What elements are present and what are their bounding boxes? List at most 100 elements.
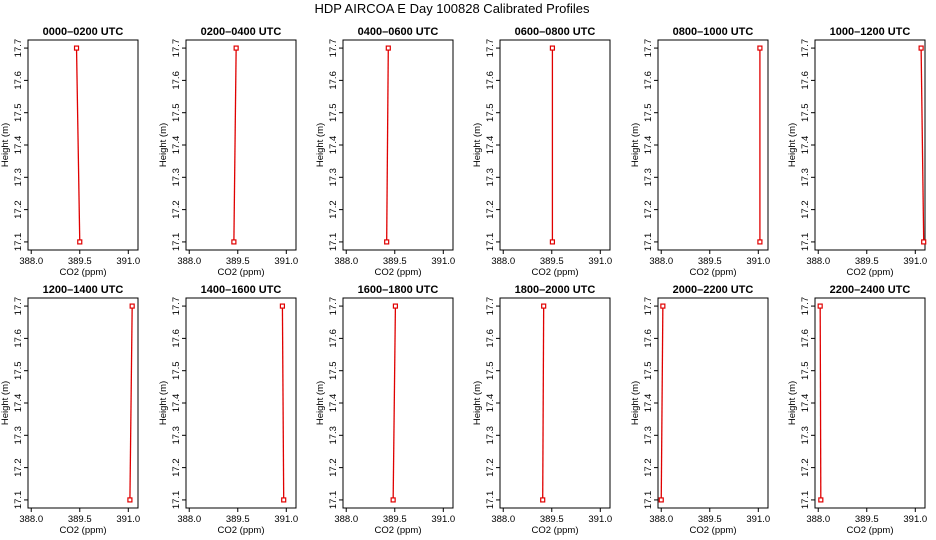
- panel-title: 1800–2000 UTC: [515, 284, 596, 296]
- x-tick-label: 391.0: [431, 256, 455, 267]
- y-tick-label: 17.2: [171, 200, 182, 219]
- data-point: [818, 497, 824, 503]
- profile-line: [129, 306, 133, 500]
- plot-frame: [657, 39, 769, 251]
- y-tick-label: 17.1: [643, 491, 654, 510]
- y-tick-label: 17.4: [800, 136, 811, 155]
- x-tick-label: 389.5: [855, 514, 879, 525]
- plot-frame: [342, 39, 454, 251]
- x-tick-label: 388.0: [177, 514, 201, 525]
- y-tick-label: 17.1: [171, 491, 182, 510]
- y-tick-label: 17.1: [485, 491, 496, 510]
- x-tick-label: 389.5: [383, 256, 407, 267]
- y-tick-label: 17.3: [13, 168, 24, 187]
- y-axis-label: Height (m): [630, 123, 641, 167]
- x-axis-label: CO2 (ppm): [847, 267, 894, 278]
- panels-grid: 0000–0200 UTC 388.0 389.5 391.0 17.1 17.2 17.3…: [0, 26, 927, 536]
- panel-title: 1000–1200 UTC: [830, 26, 911, 38]
- y-axis-label: Height (m): [630, 381, 641, 425]
- y-axis-label: Height (m): [158, 381, 169, 425]
- y-tick-label: 17.4: [171, 394, 182, 413]
- data-point: [281, 497, 287, 503]
- y-tick-label: 17.2: [171, 458, 182, 477]
- y-tick-label: 17.5: [328, 361, 339, 380]
- x-tick-label: 389.5: [226, 256, 250, 267]
- y-tick-label: 17.5: [171, 103, 182, 122]
- y-tick-label: 17.4: [13, 394, 24, 413]
- y-tick-label: 17.5: [328, 103, 339, 122]
- y-tick-label: 17.2: [328, 458, 339, 477]
- panel-title: 2200–2400 UTC: [830, 284, 911, 296]
- x-axis-label: CO2 (ppm): [532, 525, 579, 536]
- x-tick-label: 391.0: [274, 256, 298, 267]
- data-point: [757, 45, 763, 51]
- profile-line: [75, 48, 81, 242]
- y-axis-label: Height (m): [315, 123, 326, 167]
- plot-frame: [657, 297, 769, 509]
- x-tick-label: 389.5: [540, 514, 564, 525]
- data-point: [921, 239, 927, 245]
- y-axis-label: Height (m): [787, 123, 798, 167]
- data-point: [541, 303, 547, 309]
- data-point: [540, 497, 546, 503]
- panel-title: 1200–1400 UTC: [43, 284, 124, 296]
- x-tick-label: 388.0: [334, 514, 358, 525]
- y-tick-label: 17.2: [13, 458, 24, 477]
- x-tick-label: 388.0: [649, 514, 673, 525]
- x-axis-label: CO2 (ppm): [847, 525, 894, 536]
- x-tick-label: 391.0: [274, 514, 298, 525]
- y-tick-label: 17.4: [328, 394, 339, 413]
- plot-frame: [342, 297, 454, 509]
- y-tick-label: 17.6: [13, 71, 24, 90]
- data-point: [392, 303, 399, 309]
- panel-5: 1000–1200 UTC 388.0 389.5 391.0 17.1 17.2 17.3…: [787, 26, 927, 278]
- panel-title: 0800–1000 UTC: [673, 26, 754, 38]
- y-tick-label: 17.7: [171, 39, 182, 58]
- y-tick-label: 17.7: [171, 297, 182, 316]
- data-point: [77, 239, 83, 245]
- y-tick-label: 17.7: [13, 39, 24, 58]
- y-tick-label: 17.5: [13, 361, 24, 380]
- data-point: [129, 303, 135, 309]
- y-tick-label: 17.7: [800, 39, 811, 58]
- y-tick-label: 17.4: [13, 136, 24, 155]
- panel-4: 0800–1000 UTC 388.0 389.5 391.0 17.1 17.2 17.3…: [630, 26, 770, 278]
- plot-frame: [27, 39, 139, 251]
- y-tick-label: 17.6: [328, 329, 339, 348]
- plot-frame: [185, 39, 297, 251]
- y-tick-label: 17.6: [485, 71, 496, 90]
- x-tick-label: 388.0: [19, 514, 43, 525]
- y-tick-label: 17.2: [643, 200, 654, 219]
- data-point: [384, 239, 390, 245]
- y-axis-label: Height (m): [158, 123, 169, 167]
- panel-title: 1400–1600 UTC: [201, 284, 282, 296]
- y-tick-label: 17.6: [13, 329, 24, 348]
- profile-line: [233, 48, 237, 242]
- x-tick-label: 391.0: [588, 256, 612, 267]
- y-tick-label: 17.1: [171, 233, 182, 252]
- y-tick-label: 17.7: [13, 297, 24, 316]
- y-tick-label: 17.3: [643, 168, 654, 187]
- profile-line: [386, 48, 389, 242]
- y-tick-label: 17.5: [800, 361, 811, 380]
- plot-frame: [499, 297, 611, 509]
- x-axis-label: CO2 (ppm): [532, 267, 579, 278]
- y-tick-label: 17.3: [485, 168, 496, 187]
- y-tick-label: 17.2: [328, 200, 339, 219]
- y-tick-label: 17.4: [643, 394, 654, 413]
- panel-title: 0600–0800 UTC: [515, 26, 596, 38]
- panel-6: 1200–1400 UTC 388.0 389.5 391.0 17.1 17.2 17.3…: [0, 284, 140, 536]
- y-tick-label: 17.2: [485, 458, 496, 477]
- x-axis-label: CO2 (ppm): [60, 525, 107, 536]
- y-axis-label: Height (m): [472, 123, 483, 167]
- data-point: [549, 239, 556, 245]
- panel-title: 0400–0600 UTC: [358, 26, 439, 38]
- x-tick-label: 388.0: [806, 256, 830, 267]
- y-tick-label: 17.7: [485, 39, 496, 58]
- x-axis-label: CO2 (ppm): [690, 267, 737, 278]
- x-tick-label: 388.0: [806, 514, 830, 525]
- y-tick-label: 17.6: [171, 71, 182, 90]
- y-tick-label: 17.5: [485, 103, 496, 122]
- y-tick-label: 17.6: [800, 71, 811, 90]
